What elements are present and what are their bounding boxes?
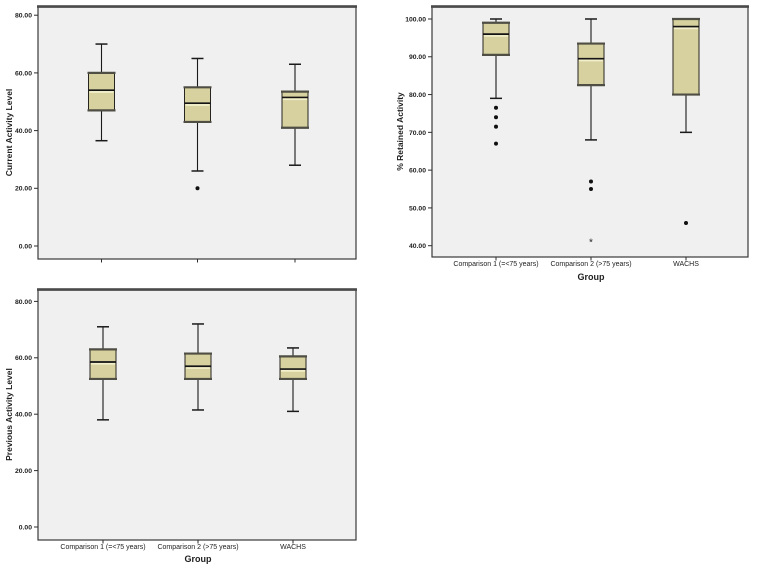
y-tick-label: 40.00 — [15, 412, 32, 419]
x-category-label: WACHS — [280, 544, 306, 551]
y-tick-label: 60.00 — [15, 70, 32, 77]
x-category-label: Comparison 2 (>75 years) — [550, 261, 631, 268]
y-tick-label: 80.00 — [15, 299, 32, 306]
outlier-point — [684, 221, 688, 226]
y-tick-label: 100.00 — [405, 16, 426, 23]
y-tick-label: 80.00 — [409, 92, 426, 99]
box-3 — [279, 347, 307, 413]
chart-retained-activity: 100.00 90.00 80.00 70.00 60.00 50.00 40.00 * Com… — [395, 5, 749, 282]
outlier-point — [494, 115, 498, 120]
outlier-point — [494, 141, 498, 146]
outlier-point — [589, 187, 593, 192]
box-3 — [281, 63, 309, 166]
y-tick-label: 40.00 — [409, 243, 426, 250]
y-tick-label: 20.00 — [15, 186, 32, 193]
y-tick-label: 0.00 — [19, 524, 32, 531]
iqr-box — [279, 355, 307, 380]
y-axis-title: % Retained Activity — [395, 92, 405, 171]
extreme-point: * — [589, 238, 593, 249]
y-tick-label: 50.00 — [409, 205, 426, 212]
x-category-label: Comparison 1 (=<75 years) — [453, 261, 538, 268]
x-category-label: Comparison 1 (=<75 years) — [60, 544, 145, 551]
y-tick-label: 90.00 — [409, 54, 426, 61]
chart-current-activity-level: 80.00 60.00 40.00 20.00 0.00 Current Activity… — [4, 5, 357, 263]
y-tick-label: 0.00 — [19, 243, 32, 250]
y-tick-label: 70.00 — [409, 130, 426, 137]
outlier-point — [589, 179, 593, 184]
box-2 — [183, 57, 212, 191]
iqr-box — [672, 18, 700, 96]
outlier-point — [494, 105, 498, 110]
x-category-label: WACHS — [673, 261, 699, 268]
box-2 — [184, 323, 212, 411]
x-axis-title: Group — [185, 554, 212, 564]
x-axis-title: Group — [578, 272, 605, 282]
box-1 — [482, 18, 510, 146]
y-tick-label: 40.00 — [15, 128, 32, 135]
y-tick-label: 60.00 — [409, 168, 426, 175]
outlier-point — [494, 124, 498, 129]
iqr-box — [577, 43, 605, 86]
plot-area — [38, 289, 356, 540]
y-axis-title: Previous Activity Level — [4, 368, 14, 461]
box-3 — [672, 17, 700, 226]
box-1 — [87, 43, 116, 142]
box-2: * — [577, 18, 605, 249]
box-1 — [89, 326, 117, 421]
y-axis-title: Current Activity Level — [4, 89, 14, 177]
y-tick-label: 80.00 — [15, 13, 32, 20]
chart-previous-activity-level: 80.00 60.00 40.00 20.00 0.00 Comparison 1 (=<… — [4, 288, 357, 564]
iqr-box — [482, 22, 510, 56]
y-tick-label: 20.00 — [15, 468, 32, 475]
outlier-point — [195, 186, 200, 191]
x-category-label: Comparison 2 (>75 years) — [157, 544, 238, 551]
y-tick-label: 60.00 — [15, 355, 32, 362]
